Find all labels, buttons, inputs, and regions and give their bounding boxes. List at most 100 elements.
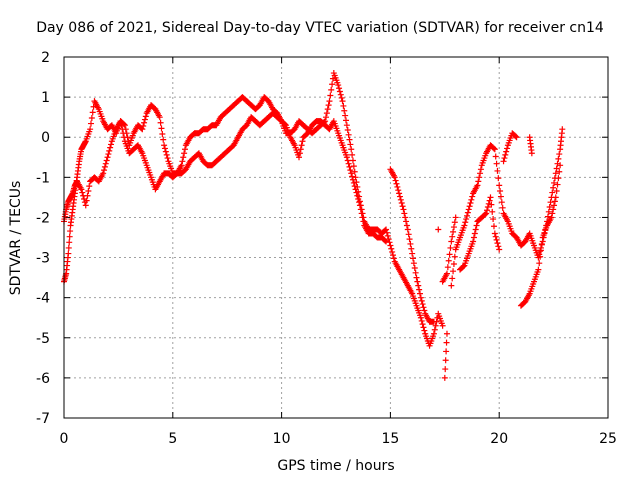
data-point — [496, 246, 503, 253]
chart-title: Day 086 of 2021, Sidereal Day-to-day VTE… — [36, 20, 604, 36]
data-point — [351, 183, 358, 190]
data-point — [117, 118, 124, 125]
data-point — [120, 130, 127, 137]
data-point — [421, 327, 428, 334]
data-point — [141, 116, 148, 123]
data-point — [329, 75, 336, 82]
data-point — [431, 326, 438, 333]
data-point — [496, 182, 503, 189]
data-point — [390, 252, 397, 259]
data-point — [463, 212, 470, 219]
data-point — [551, 202, 558, 209]
data-point — [327, 92, 334, 99]
data-point — [101, 167, 108, 174]
data-point — [492, 233, 499, 240]
data-point — [432, 322, 439, 329]
data-point — [465, 206, 472, 213]
x-tick-label: 25 — [599, 431, 617, 447]
data-point — [490, 223, 497, 230]
data-point — [353, 179, 360, 186]
data-point — [341, 107, 348, 114]
data-point — [389, 248, 396, 255]
data-point — [164, 155, 171, 162]
data-point — [142, 113, 149, 120]
data-point — [336, 85, 343, 92]
data-point — [339, 98, 346, 105]
data-point — [535, 266, 542, 273]
data-point — [396, 193, 403, 200]
data-point — [449, 275, 456, 282]
data-point — [553, 165, 560, 172]
data-point — [554, 181, 561, 188]
y-tick-label: 1 — [41, 90, 50, 106]
data-point — [537, 247, 544, 254]
data-point — [483, 210, 490, 217]
data-point — [87, 126, 94, 133]
data-point — [461, 222, 468, 229]
data-point — [477, 170, 484, 177]
data-point — [499, 204, 506, 211]
data-point — [548, 214, 555, 221]
y-tick-label: -3 — [36, 251, 50, 267]
x-tick-label: 20 — [490, 431, 508, 447]
data-point — [556, 151, 563, 158]
data-point — [386, 239, 393, 246]
data-point — [356, 202, 363, 209]
data-point — [346, 163, 353, 170]
data-point — [343, 117, 350, 124]
data-point — [393, 180, 400, 187]
data-point — [405, 231, 412, 238]
data-point — [463, 216, 470, 223]
data-point — [513, 134, 520, 141]
data-point — [410, 255, 417, 262]
data-point — [354, 192, 361, 199]
data-point — [448, 282, 455, 289]
data-point — [553, 187, 560, 194]
data-point — [493, 160, 500, 167]
data-point — [141, 119, 148, 126]
data-point — [348, 146, 355, 153]
data-point — [419, 321, 426, 328]
data-point — [338, 94, 345, 101]
data-point — [551, 198, 558, 205]
data-point — [446, 251, 453, 258]
data-point — [118, 122, 125, 129]
data-point — [490, 145, 497, 152]
data-point — [451, 219, 458, 226]
data-point — [390, 255, 397, 262]
data-point — [435, 226, 442, 233]
data-point — [350, 163, 357, 170]
data-point — [482, 211, 489, 218]
data-point — [383, 238, 390, 245]
y-tick-label: -5 — [36, 331, 50, 347]
data-point — [350, 179, 357, 186]
data-series-1 — [61, 70, 566, 381]
data-point — [537, 253, 544, 260]
data-point — [466, 203, 473, 210]
data-point — [163, 151, 170, 158]
data-point — [512, 133, 519, 140]
data-point — [382, 237, 389, 244]
data-point — [417, 294, 424, 301]
data-point — [484, 204, 491, 211]
data-point — [84, 192, 91, 199]
data-point — [399, 203, 406, 210]
data-point — [66, 233, 73, 240]
data-points — [61, 70, 566, 381]
data-point — [326, 98, 333, 105]
data-point — [139, 126, 146, 133]
data-point — [536, 260, 543, 267]
data-point — [556, 168, 563, 175]
data-point — [413, 274, 420, 281]
data-point — [485, 200, 492, 207]
data-point — [395, 187, 402, 194]
data-point — [360, 218, 367, 225]
data-point — [460, 263, 467, 270]
data-point — [555, 175, 562, 182]
data-point — [383, 226, 390, 233]
data-point — [347, 141, 354, 148]
data-point — [83, 197, 90, 204]
data-point — [67, 228, 74, 235]
